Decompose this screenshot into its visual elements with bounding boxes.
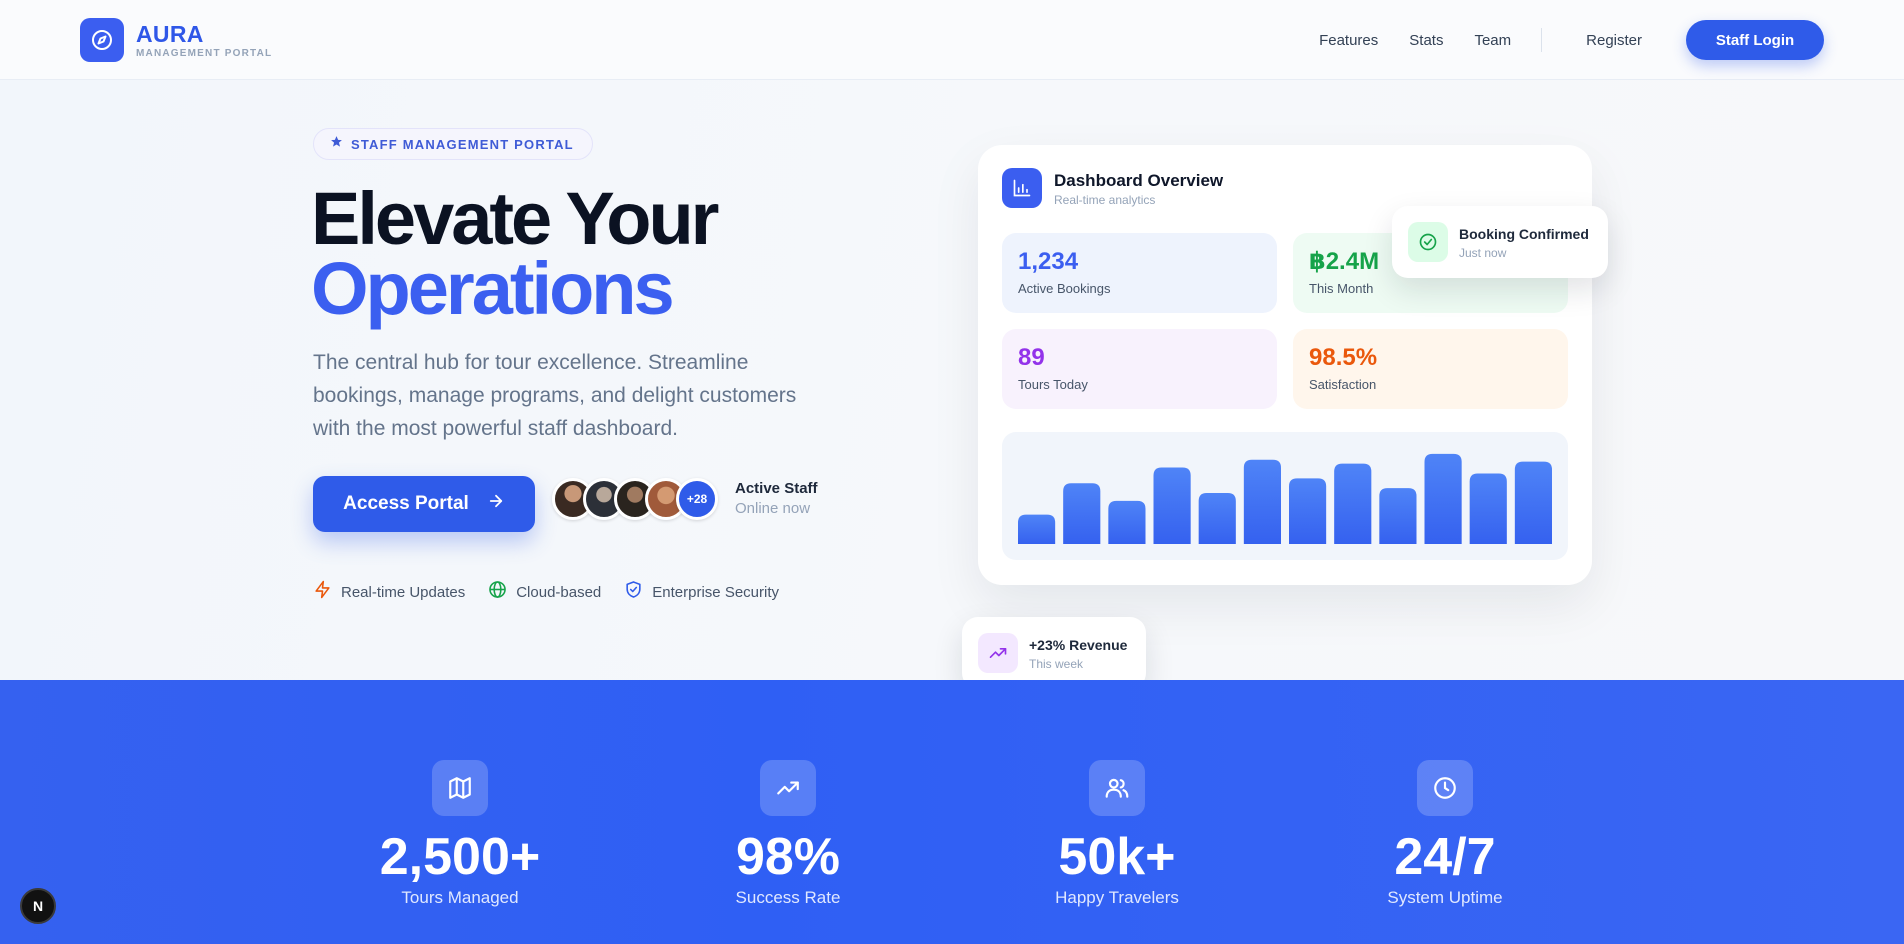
staff-login-button[interactable]: Staff Login: [1686, 20, 1824, 60]
chart-bar: [1018, 514, 1056, 544]
compass-icon: [80, 18, 124, 62]
stat-label: Success Rate: [735, 888, 841, 907]
badge-label: STAFF MANAGEMENT PORTAL: [351, 136, 574, 152]
stat-value: 50k+: [1058, 828, 1176, 886]
staff-avatars: +28: [552, 478, 718, 520]
chart-bar: [1514, 461, 1552, 544]
chart-bar: [1063, 483, 1101, 544]
toast-subtitle: Just now: [1459, 246, 1507, 260]
stat-label: Tours Today: [1018, 377, 1088, 392]
hero-title-line1: Elevate Your: [311, 177, 719, 260]
toast-title: Booking Confirmed: [1459, 226, 1589, 242]
stat-value: 98%: [735, 828, 841, 886]
stat-value: 24/7: [1394, 828, 1496, 886]
nav-links: Features Stats Team Register Staff Login: [1319, 20, 1824, 60]
stat-value: 98.5%: [1309, 344, 1378, 371]
feature-label: Real-time Updates: [341, 583, 466, 601]
nav-link-features[interactable]: Features: [1319, 31, 1379, 49]
top-navbar: AURA MANAGEMENT PORTAL Features Stats Te…: [0, 0, 1904, 80]
stat-label: This Month: [1309, 281, 1374, 296]
users-icon: [1089, 760, 1145, 816]
stat-happy-travelers: 50k+ Happy Travelers: [967, 760, 1267, 908]
bar-chart-icon: [1002, 168, 1042, 208]
hero-description: The central hub for tour excellence. Str…: [313, 351, 797, 440]
stat-value: ฿2.4M: [1309, 248, 1380, 275]
revenue-title: +23% Revenue: [1029, 637, 1128, 653]
stat-card-bookings: 1,234 Active Bookings: [1002, 233, 1277, 313]
chart-bar: [1379, 488, 1417, 544]
stat-success-rate: 98% Success Rate: [638, 760, 938, 908]
nav-link-stats[interactable]: Stats: [1409, 31, 1444, 49]
chart-bar: [1469, 473, 1507, 544]
access-portal-label: Access Portal: [343, 493, 469, 514]
revenue-toast: +23% Revenue This week: [962, 617, 1146, 689]
feature-realtime: Real-time Updates: [313, 580, 465, 604]
dashboard-title: Dashboard Overview: [1054, 171, 1224, 190]
chart-bar: [1424, 453, 1462, 544]
revenue-subtitle: This week: [1029, 657, 1084, 671]
access-portal-button[interactable]: Access Portal: [313, 476, 535, 532]
feature-label: Cloud-based: [516, 583, 602, 601]
register-link[interactable]: Register: [1586, 31, 1642, 49]
feature-list: Real-time Updates Cloud-based Enterprise…: [313, 580, 802, 604]
revenue-bar-chart: [1002, 432, 1568, 560]
hero-title-line2: Operations: [311, 247, 675, 330]
more-staff-count: +28: [676, 478, 718, 520]
stats-band: 2,500+ Tours Managed 98% Success Rate 50…: [0, 680, 1904, 944]
stat-label: Satisfaction: [1309, 377, 1377, 392]
check-circle-icon: [1408, 222, 1448, 262]
brand[interactable]: AURA MANAGEMENT PORTAL: [80, 18, 272, 62]
booking-confirmed-toast: Booking Confirmed Just now: [1392, 206, 1608, 278]
active-staff-title: Active Staff: [735, 480, 818, 497]
chart-bar: [1243, 459, 1281, 544]
chart-bar: [1108, 500, 1146, 544]
feature-label: Enterprise Security: [652, 583, 779, 601]
stat-tours-managed: 2,500+ Tours Managed: [310, 760, 610, 908]
trending-up-icon: [978, 633, 1018, 673]
chart-bar: [1289, 478, 1327, 544]
trending-up-icon: [760, 760, 816, 816]
stat-value: 2,500+: [379, 828, 541, 886]
zap-icon: [313, 580, 332, 604]
chart-bar: [1153, 467, 1191, 544]
shield-check-icon: [624, 580, 643, 604]
stat-value: 1,234: [1018, 248, 1079, 275]
chart-bar: [1198, 493, 1236, 544]
map-icon: [432, 760, 488, 816]
brand-name: AURA: [136, 20, 204, 47]
dashboard-subtitle: Real-time analytics: [1054, 193, 1156, 207]
star-icon: [330, 135, 343, 153]
portal-badge: STAFF MANAGEMENT PORTAL: [313, 128, 593, 160]
stat-label: System Uptime: [1387, 888, 1503, 907]
active-staff-subtitle: Online now: [735, 500, 811, 517]
clock-icon: [1417, 760, 1473, 816]
stat-system-uptime: 24/7 System Uptime: [1295, 760, 1595, 908]
stat-label: Happy Travelers: [1055, 888, 1179, 907]
feature-security: Enterprise Security: [624, 580, 779, 604]
hero-title: Elevate Your Operations: [311, 177, 719, 330]
feature-cloud: Cloud-based: [488, 580, 601, 604]
nav-link-team[interactable]: Team: [1474, 31, 1512, 49]
nav-divider: [1541, 28, 1543, 52]
globe-icon: [488, 580, 507, 604]
dev-tools-badge[interactable]: N: [20, 888, 56, 924]
arrow-right-icon: [487, 492, 505, 516]
stat-card-satisfaction: 98.5% Satisfaction: [1293, 329, 1568, 409]
stat-card-tours: 89 Tours Today: [1002, 329, 1277, 409]
brand-subtitle: MANAGEMENT PORTAL: [136, 47, 273, 59]
stat-value: 89: [1018, 344, 1045, 371]
active-staff-info: Active Staff Online now: [735, 480, 818, 517]
chart-bar: [1334, 463, 1372, 544]
hero-section: STAFF MANAGEMENT PORTAL Elevate Your Ope…: [0, 80, 1904, 689]
bar-chart-svg: [1018, 453, 1552, 544]
stat-label: Active Bookings: [1018, 281, 1111, 296]
stat-label: Tours Managed: [401, 888, 519, 907]
